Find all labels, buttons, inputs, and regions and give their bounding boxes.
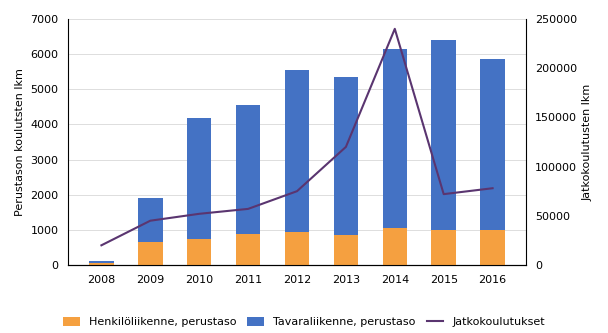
Bar [382,228,407,265]
Bar [89,261,114,263]
Bar [236,234,260,265]
Jatkokoulutukset [147,219,154,223]
Bar [187,239,212,265]
Jatkokoulutukset [342,145,350,149]
Bar [480,59,505,230]
Bar [89,263,114,265]
Bar [334,235,358,265]
Bar [138,242,162,265]
Bar [432,230,456,265]
Bar [285,231,309,265]
Bar [285,70,309,231]
Y-axis label: Jatkokoulutusten lkm: Jatkokoulutusten lkm [583,83,593,200]
Line: Jatkokoulutukset: Jatkokoulutukset [102,29,492,245]
Bar [432,40,456,230]
Legend: Henkilöliikenne, perustaso, Tavaraliikenne, perustaso, Jatkokoulutukset: Henkilöliikenne, perustaso, Tavaraliiken… [63,317,545,327]
Bar [382,49,407,228]
Jatkokoulutukset [196,212,203,216]
Y-axis label: Perustason koulutsten lkm: Perustason koulutsten lkm [15,68,25,216]
Bar [480,230,505,265]
Bar [138,198,162,242]
Jatkokoulutukset [293,189,300,193]
Jatkokoulutukset [244,207,252,211]
Jatkokoulutukset [98,243,105,247]
Jatkokoulutukset [489,186,496,190]
Bar [236,105,260,234]
Jatkokoulutukset [391,27,398,31]
Bar [334,77,358,235]
Jatkokoulutukset [440,192,447,196]
Bar [187,118,212,239]
